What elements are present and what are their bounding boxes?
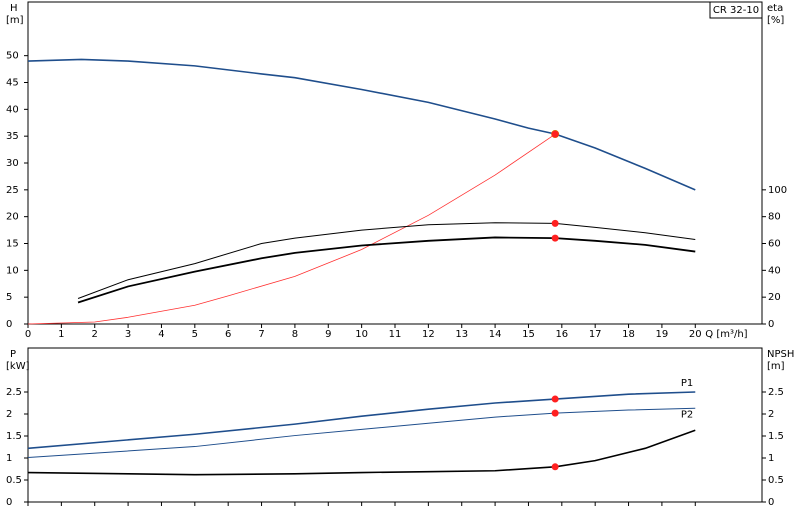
y-tick-label: 15 — [6, 239, 19, 250]
x-tick-label: 3 — [125, 329, 131, 340]
y2-tick-label: 0 — [768, 319, 774, 330]
duty-point — [551, 130, 559, 138]
y2-tick-label: 20 — [768, 292, 781, 303]
y-tick-label: 1 — [6, 453, 12, 464]
x-tick-label: 0 — [25, 329, 31, 340]
series-label: P2 — [681, 409, 693, 420]
y-tick-label: 20 — [6, 212, 19, 223]
y-tick-label: 5 — [6, 292, 12, 303]
plot-frame — [27, 347, 763, 503]
y-tick-label: 2.5 — [6, 387, 22, 398]
curve — [77, 236, 696, 304]
y-tick-label: 0.5 — [6, 475, 22, 486]
y2-tick-label: 2.5 — [768, 387, 784, 398]
curve — [27, 133, 556, 325]
y2-unit: [m] — [767, 361, 785, 372]
y-label: P — [10, 349, 16, 360]
y2-tick-label: 100 — [768, 185, 787, 196]
series-label: P1 — [681, 378, 693, 389]
legend-box — [709, 1, 763, 19]
y-tick-label: 0 — [6, 319, 12, 330]
duty-point — [551, 395, 559, 403]
x-tick-label: 13 — [455, 329, 468, 340]
x-tick-label: 2 — [92, 329, 98, 340]
y2-tick-label: 1.5 — [768, 431, 784, 442]
x-tick-label: 9 — [325, 329, 331, 340]
y2-tick-label: 0 — [768, 497, 774, 508]
y2-unit: [%] — [767, 15, 784, 26]
x-tick-label: 20 — [689, 329, 702, 340]
y2-label: eta — [767, 3, 783, 14]
y2-tick-label: 1 — [768, 453, 774, 464]
y-unit: [m] — [6, 15, 24, 26]
x-tick-label: 19 — [656, 329, 669, 340]
x-tick-label: 8 — [292, 329, 298, 340]
curve — [27, 429, 696, 476]
y-tick-label: 35 — [6, 131, 19, 142]
duty-point — [551, 234, 559, 242]
x-tick-label: 6 — [225, 329, 231, 340]
x-tick-label: 18 — [622, 329, 635, 340]
y-tick-label: 30 — [6, 158, 19, 169]
x-tick-label: 1 — [58, 329, 64, 340]
curve — [27, 407, 696, 459]
y-tick-label: 0 — [6, 497, 12, 508]
x-tick-label: 14 — [489, 329, 502, 340]
y-tick-label: 50 — [6, 51, 19, 62]
x-tick-label: 4 — [158, 329, 164, 340]
y2-label: NPSH — [767, 349, 794, 360]
y2-tick-label: 40 — [768, 265, 781, 276]
curve — [27, 58, 696, 191]
y-tick-label: 25 — [6, 185, 19, 196]
y-tick-label: 10 — [6, 265, 19, 276]
x-tick-label: 11 — [389, 329, 402, 340]
y2-tick-label: 0.5 — [768, 475, 784, 486]
duty-point — [551, 219, 559, 227]
y-tick-label: 1.5 — [6, 431, 22, 442]
y2-tick-label: 2 — [768, 409, 774, 420]
x-tick-label: 16 — [555, 329, 568, 340]
y-label: H — [10, 3, 18, 14]
curve — [77, 222, 696, 299]
x-tick-label: 17 — [589, 329, 602, 340]
y2-tick-label: 80 — [768, 212, 781, 223]
x-tick-label: 10 — [355, 329, 368, 340]
duty-point — [551, 463, 559, 471]
y-unit: [kW] — [6, 361, 30, 372]
x-label: Q [m³/h] — [705, 329, 747, 340]
duty-point — [551, 409, 559, 417]
y-tick-label: 45 — [6, 78, 19, 89]
x-tick-label: 15 — [522, 329, 535, 340]
y2-tick-label: 60 — [768, 239, 781, 250]
y-tick-label: 2 — [6, 409, 12, 420]
plot-frame — [27, 1, 763, 325]
legend-text: CR 32-10 — [713, 5, 759, 16]
curve — [27, 391, 696, 450]
y-tick-label: 40 — [6, 104, 19, 115]
x-tick-label: 5 — [192, 329, 198, 340]
x-tick-label: 7 — [258, 329, 264, 340]
x-tick-label: 12 — [422, 329, 435, 340]
